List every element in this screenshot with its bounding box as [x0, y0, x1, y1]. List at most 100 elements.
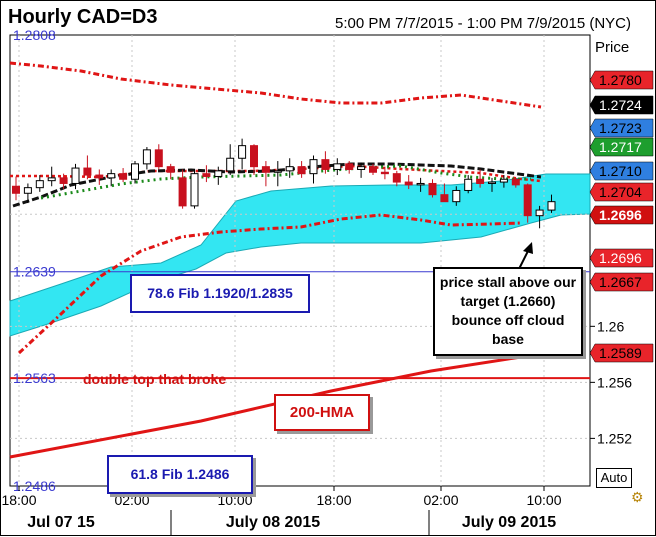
- price-tag-label: 1.2724: [599, 97, 642, 113]
- candle-body: [35, 180, 44, 189]
- candle-body: [166, 166, 175, 173]
- candle: [273, 161, 282, 187]
- candle: [309, 155, 318, 184]
- x-tick-label: 18:00: [1, 492, 36, 508]
- settings-icon[interactable]: ⚙: [631, 489, 644, 505]
- candle: [523, 183, 532, 223]
- candle-body: [333, 163, 342, 170]
- level-label: 1.2563: [13, 370, 56, 386]
- candle: [357, 162, 366, 178]
- base-line: [40, 164, 531, 200]
- date-label: Jul 07 15: [27, 514, 95, 531]
- candle: [119, 168, 128, 183]
- price-tag-bg: [589, 70, 654, 90]
- chart-title: Hourly CAD=D3: [8, 6, 158, 28]
- candle: [321, 151, 330, 174]
- candle: [440, 183, 449, 203]
- candle-body: [488, 181, 496, 184]
- candle: [214, 166, 223, 185]
- candle-body: [547, 201, 556, 211]
- candle: [250, 144, 258, 176]
- candle: [95, 169, 104, 185]
- price-tag: 1.2723: [589, 118, 654, 138]
- price-tag: 1.2780: [589, 70, 654, 90]
- level-label: 1.2808: [13, 27, 56, 43]
- candle-body: [285, 166, 294, 172]
- price-tag-label: 1.2696: [599, 207, 642, 223]
- candle: [238, 138, 247, 170]
- candle: [404, 175, 413, 190]
- candle: [547, 194, 556, 213]
- candle: [297, 161, 306, 178]
- candle: [12, 176, 20, 201]
- candle: [166, 163, 175, 180]
- candle-body: [261, 166, 270, 173]
- price-tag-bg: [589, 161, 654, 181]
- candle-body: [369, 166, 377, 173]
- candle: [35, 175, 44, 192]
- candle-body: [226, 157, 235, 172]
- price-axis-label: Price: [595, 39, 630, 56]
- candle-body: [119, 173, 128, 180]
- candle: [190, 169, 199, 209]
- candle: [83, 155, 92, 180]
- candle: [226, 144, 235, 176]
- price-tag-bg: [589, 118, 654, 138]
- candle-body: [464, 178, 473, 191]
- candle-body: [238, 145, 247, 159]
- candle: [107, 169, 116, 187]
- hma-200-line: [9, 355, 522, 459]
- candle: [23, 183, 32, 204]
- candle: [333, 158, 342, 176]
- candle-body: [535, 209, 544, 217]
- x-axis: 18:00 02:00 10:00 18:00 02:00 10:00 Jul 07 15 J…: [1, 486, 562, 535]
- double-top-label: double top that broke: [83, 371, 227, 387]
- price-tag: 1.2704: [589, 182, 654, 202]
- candle-body: [476, 178, 485, 184]
- candle-body: [357, 166, 366, 170]
- candle-body: [392, 173, 401, 183]
- y-tick-label: 1.256: [597, 374, 632, 390]
- stall-note-callout: price stall above our target (1.2660) bo…: [433, 267, 583, 356]
- candle-body: [499, 178, 508, 183]
- candle-body: [523, 184, 532, 217]
- candle-body: [273, 170, 282, 173]
- candle-body: [214, 170, 223, 177]
- candle-body: [190, 173, 199, 207]
- candle-body: [404, 181, 413, 186]
- candle-body: [178, 177, 187, 207]
- price-tag: 1.2696: [589, 205, 654, 225]
- candle: [488, 177, 496, 192]
- price-tag: 1.2696: [589, 248, 654, 268]
- price-tags: 1.2780 1.2724 1.2723 1.2717 1.2710 1.2704 1.26…: [589, 70, 654, 363]
- candle-body: [297, 166, 306, 175]
- price-tag-label: 1.2780: [599, 72, 642, 88]
- candle-body: [59, 177, 68, 184]
- y-tick-label: 1.26: [597, 318, 624, 334]
- price-tag-label: 1.2696: [599, 250, 642, 266]
- candle-body: [440, 194, 449, 203]
- candles: [12, 138, 556, 229]
- candle: [142, 147, 151, 170]
- candle-body: [83, 167, 92, 176]
- candle: [499, 175, 508, 188]
- candle: [428, 179, 437, 198]
- candle: [47, 166, 56, 187]
- candle: [178, 169, 187, 209]
- level-label: 1.2639: [13, 264, 56, 280]
- candle: [476, 169, 485, 188]
- candle: [202, 165, 211, 183]
- fib-618-callout: 61.8 Fib 1.2486: [107, 455, 253, 494]
- candle-body: [428, 182, 437, 196]
- price-tag-bg: [589, 272, 654, 292]
- arrow-head: [523, 242, 533, 254]
- auto-scale-button[interactable]: Auto: [596, 468, 632, 488]
- candle: [369, 163, 377, 176]
- candle: [131, 161, 139, 184]
- candle-body: [321, 159, 330, 170]
- price-tag-bg: [589, 137, 654, 157]
- candle-body: [23, 187, 32, 194]
- price-tag-bg: [589, 205, 654, 225]
